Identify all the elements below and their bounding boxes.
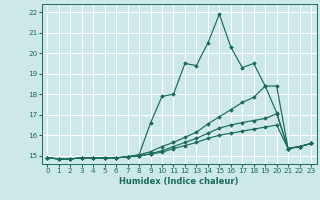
X-axis label: Humidex (Indice chaleur): Humidex (Indice chaleur)	[119, 177, 239, 186]
